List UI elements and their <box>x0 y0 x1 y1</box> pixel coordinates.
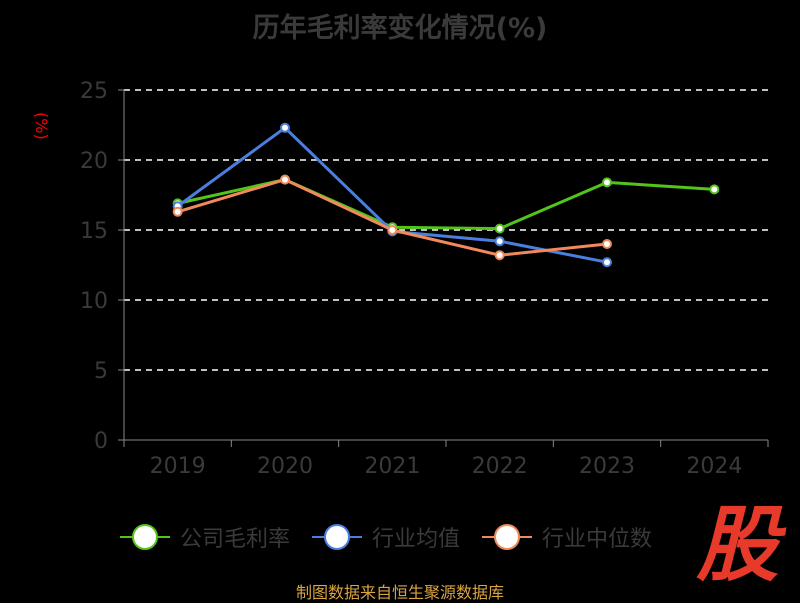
y-tick-label: 10 <box>80 289 108 314</box>
series-line-2 <box>177 178 608 257</box>
y-tick-label: 15 <box>80 219 108 244</box>
data-source-note: 制图数据来自恒生聚源数据库 <box>295 583 504 602</box>
data-point-series-1 <box>280 122 290 133</box>
x-tick-label: 2022 <box>472 454 528 479</box>
brand-logo: 股 <box>696 498 779 593</box>
data-point-series-2 <box>387 225 398 235</box>
legend-label: 行业中位数 <box>542 527 653 552</box>
y-tick-label: 0 <box>94 429 108 454</box>
legend-item-industry-median[interactable]: 行业中位数 <box>482 521 652 553</box>
legend: 公司毛利率 行业均值 行业中位数 <box>120 520 652 554</box>
data-point-series-2 <box>494 250 505 261</box>
legend-label: 行业均值 <box>372 527 461 552</box>
data-point-series-2 <box>172 206 183 217</box>
data-point-series-0 <box>494 223 505 234</box>
y-tick-label: 5 <box>94 359 108 384</box>
y-tick-label: 20 <box>80 149 108 174</box>
data-point-series-2 <box>602 239 612 249</box>
data-point-series-0 <box>709 184 720 195</box>
legend-swatch-industry-median <box>482 524 533 550</box>
x-tick-label: 2020 <box>257 454 313 479</box>
x-tick-label: 2024 <box>686 454 742 479</box>
data-point-series-2 <box>280 174 290 185</box>
chart-title: 历年毛利率变化情况(%) <box>252 13 548 44</box>
legend-label: 公司毛利率 <box>180 527 291 552</box>
legend-swatch-company <box>120 524 170 550</box>
data-point-series-0 <box>602 177 612 188</box>
legend-item-company[interactable]: 公司毛利率 <box>120 521 290 553</box>
data-point-series-1 <box>602 257 612 268</box>
series-line-1 <box>176 126 608 264</box>
data-point-series-1 <box>494 236 505 247</box>
x-tick-label: 2021 <box>364 454 420 479</box>
y-tick-label: 25 <box>80 79 108 104</box>
legend-swatch-industry-average <box>312 524 363 550</box>
x-tick-label: 2023 <box>579 454 635 479</box>
x-tick-label: 2019 <box>150 454 206 479</box>
legend-item-industry-average[interactable]: 行业均值 <box>312 521 460 553</box>
